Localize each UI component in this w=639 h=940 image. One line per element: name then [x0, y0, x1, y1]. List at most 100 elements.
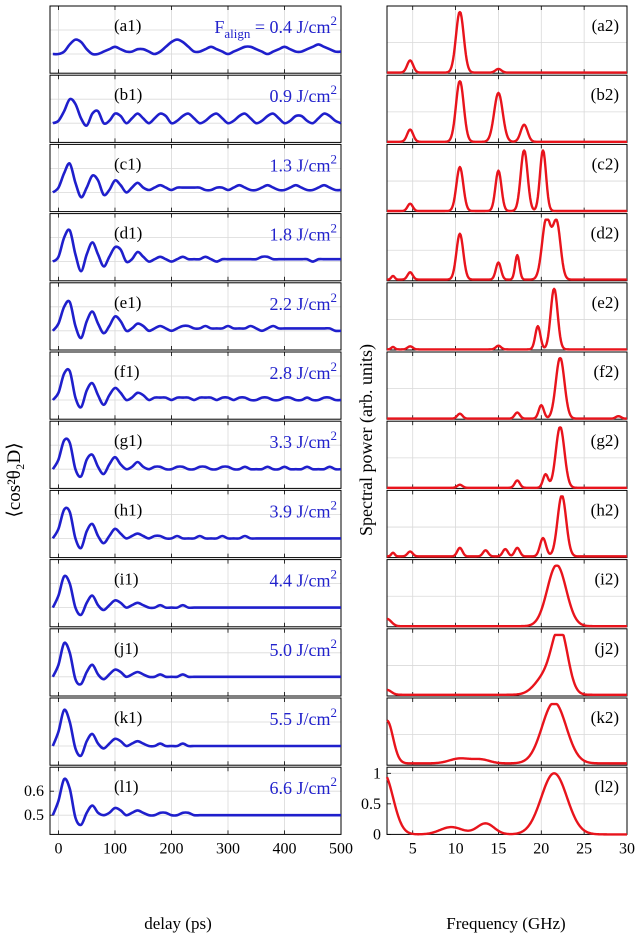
x-tick-label: 400 [272, 840, 296, 857]
annotation-superscript: 2 [331, 13, 338, 28]
delay-series-line [52, 97, 342, 127]
annotation-text: 2.8 J/cm [270, 363, 331, 383]
delay-series-line [52, 38, 342, 56]
annotation-text: 1.3 J/cm [270, 155, 331, 175]
spectrum-series-line [386, 702, 628, 765]
panel-frame [49, 5, 342, 74]
panel-label: (h2) [591, 500, 619, 519]
fluence-annotation: 2.8 J/cm2 [270, 359, 338, 383]
spectrum-panels: (a2) (b2) (c2) (d2) (e2) (f2) (g2) (h2) (i2) (j2)… [361, 5, 635, 857]
right-x-axis-label: Frequency (GHz) [446, 914, 565, 933]
panel-label: (l2) [594, 777, 619, 796]
panel-frame [49, 559, 342, 628]
delay-panels: (a1) Falign = 0.4 J/cm2(b1) 0.9 J/cm2(c1) 1… [24, 5, 353, 857]
annotation-text: 3.3 J/cm [270, 432, 331, 452]
annotation-text: 0.9 J/cm [270, 86, 331, 106]
delay-series-line [51, 437, 342, 479]
panel-label: (e2) [592, 293, 619, 312]
panel-label: (g2) [591, 431, 619, 450]
left-x-axis-label: delay (ps) [144, 914, 212, 933]
fluence-annotation: 3.9 J/cm2 [270, 497, 338, 521]
fluence-annotation: 4.4 J/cm2 [270, 567, 338, 591]
spectrum-panel: (b2) [386, 74, 628, 143]
spectrum-series-line [386, 149, 628, 213]
panel-label: (j1) [114, 639, 139, 658]
spectrum-panel: 5 10 15 20 25 30 0 0.5 1 (l2) [361, 765, 635, 857]
delay-panel: (j1) 5.0 J/cm2 [49, 628, 342, 697]
panel-label: (f1) [114, 362, 139, 381]
panel-frame [386, 489, 628, 559]
spectrum-series-line [386, 10, 628, 74]
delay-panel: (f1) 2.8 J/cm2 [49, 351, 342, 420]
spectrum-series-line [385, 772, 628, 836]
fluence-annotation: 6.6 J/cm2 [270, 774, 338, 798]
panel-frame [49, 351, 342, 420]
x-tick-label: 300 [216, 840, 240, 857]
panel-frame [49, 143, 342, 213]
spectrum-panel: (d2) [386, 213, 628, 282]
spectrum-panel: (j2) [386, 628, 628, 697]
delay-series-line [51, 574, 341, 617]
spectrum-series-line [386, 426, 628, 489]
panel-frame [49, 282, 342, 351]
fluence-annotation: 0.9 J/cm2 [270, 82, 338, 106]
panel-label: (g1) [114, 431, 142, 450]
x-tick-label: 200 [159, 840, 183, 857]
delay-panel: (k1) 5.5 J/cm2 [49, 697, 342, 766]
panel-label: (b1) [114, 85, 142, 104]
delay-panel: (i1) 4.4 J/cm2 [49, 559, 342, 628]
x-tick-label: 5 [409, 840, 417, 857]
spectrum-panel: (c2) [386, 143, 628, 213]
spectrum-series-line [386, 356, 628, 420]
spectrum-series-line [386, 633, 628, 696]
annotation-text: 5.0 J/cm [270, 640, 331, 660]
panel-frame [49, 766, 342, 835]
spectrum-panel: (e2) [386, 282, 628, 351]
delay-panel: 0 100 200 300 400 500 0.5 0.6 (l1) 6.6 J/cm2 [24, 766, 353, 857]
panel-frame [49, 420, 342, 489]
panel-frame [386, 766, 628, 835]
x-tick-label: 0 [54, 840, 62, 857]
annotation-superscript: 2 [331, 359, 338, 374]
y-tick-label: 0.5 [24, 807, 44, 824]
spectrum-series-line [386, 564, 628, 628]
x-tick-label: 10 [448, 840, 464, 857]
annotation-superscript: 2 [331, 636, 338, 651]
annotation-text: 3.9 J/cm [270, 501, 331, 521]
delay-series-line [51, 367, 342, 409]
spectrum-panel: (a2) [386, 5, 628, 74]
annotation-superscript: 2 [331, 290, 338, 305]
panel-label: (e1) [114, 293, 141, 312]
y-tick-label: 0 [373, 826, 381, 843]
delay-series-line [51, 506, 341, 550]
annotation-superscript: 2 [331, 82, 338, 97]
panel-frame [386, 559, 628, 628]
spectrum-panel: (k2) [386, 697, 628, 766]
panel-label: (d2) [591, 224, 619, 243]
delay-panel: (h1) 3.9 J/cm2 [49, 489, 342, 559]
panel-label: (c2) [592, 154, 619, 173]
panel-label: (c1) [114, 154, 141, 173]
panel-frame [386, 74, 628, 143]
x-tick-label: 500 [329, 840, 353, 857]
annotation-subscript: align [224, 26, 250, 41]
panel-label: (a2) [592, 16, 619, 35]
panel-frame [386, 628, 628, 697]
panel-label: (i2) [594, 570, 619, 589]
spectrum-series-line [386, 218, 628, 281]
panel-label: (j2) [594, 639, 619, 658]
annotation-text: 1.8 J/cm [270, 225, 331, 245]
panel-label: (b2) [591, 85, 619, 104]
fluence-annotation: Falign = 0.4 J/cm2 [214, 13, 337, 41]
x-tick-label: 30 [619, 840, 635, 857]
fluence-annotation: 2.2 J/cm2 [270, 290, 338, 314]
annotation-text: F [214, 17, 224, 37]
delay-series-line [51, 641, 341, 686]
panel-label: (i1) [114, 570, 139, 589]
fluence-annotation: 1.8 J/cm2 [270, 221, 338, 245]
y-tick-label: 1 [373, 765, 381, 782]
y-tick-label: 0.5 [361, 796, 381, 813]
delay-panel: (b1) 0.9 J/cm2 [49, 74, 342, 143]
spectrum-series-line [386, 287, 628, 351]
panel-label: (h1) [114, 500, 142, 519]
